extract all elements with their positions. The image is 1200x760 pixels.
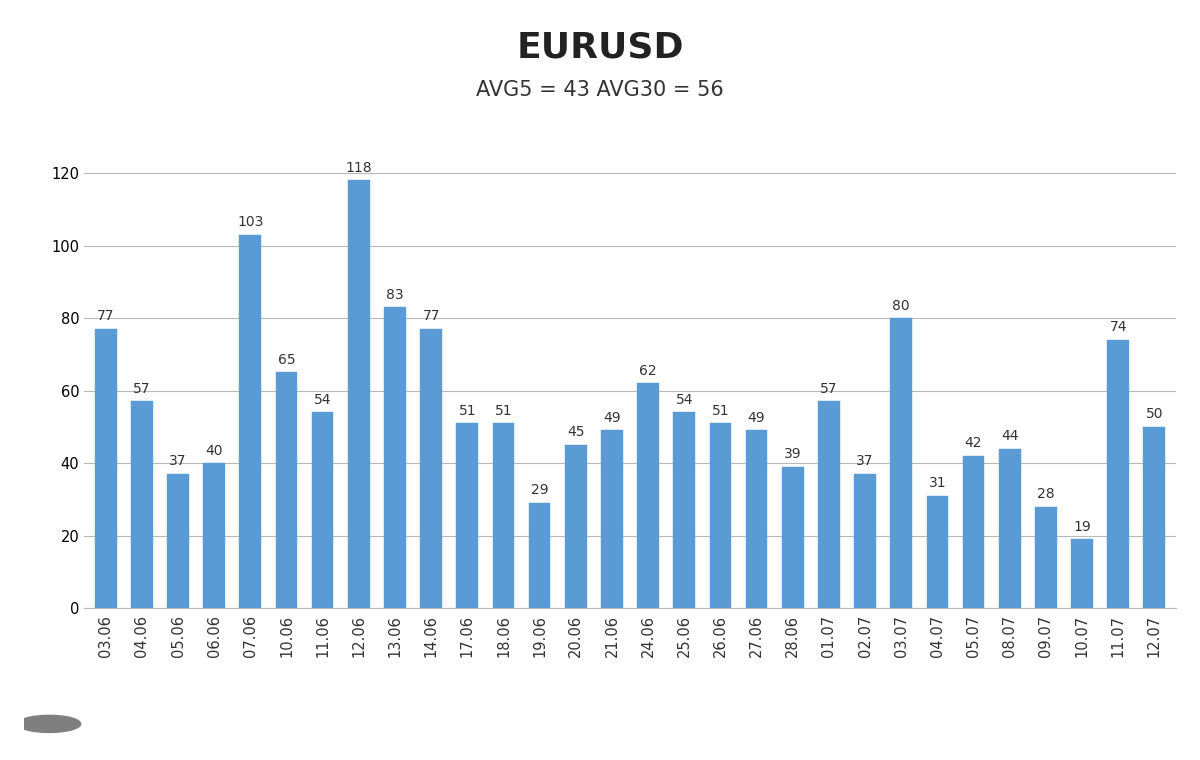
Bar	[1072, 539, 1093, 608]
Bar	[240, 235, 262, 608]
Text: 50: 50	[1146, 407, 1163, 421]
Bar	[998, 448, 1020, 608]
Bar	[782, 467, 804, 608]
Bar	[492, 423, 515, 608]
Bar	[95, 329, 116, 608]
Text: AVG5 = 43 AVG30 = 56: AVG5 = 43 AVG30 = 56	[476, 80, 724, 100]
Text: 51: 51	[712, 404, 730, 418]
Bar	[926, 496, 948, 608]
Text: 77: 77	[422, 309, 440, 324]
Bar	[818, 401, 840, 608]
Bar	[1108, 340, 1129, 608]
Bar	[1034, 506, 1057, 608]
Text: 31: 31	[929, 477, 946, 490]
Circle shape	[18, 715, 80, 733]
Bar	[565, 445, 587, 608]
Text: EURUSD: EURUSD	[516, 30, 684, 65]
Bar	[312, 412, 334, 608]
Bar	[1144, 427, 1165, 608]
Bar	[276, 372, 298, 608]
Text: 45: 45	[568, 426, 584, 439]
Text: 57: 57	[133, 382, 151, 396]
Text: 80: 80	[893, 299, 910, 312]
Bar	[673, 412, 695, 608]
Text: Instant Forex Trading: Instant Forex Trading	[83, 731, 192, 742]
Text: 77: 77	[97, 309, 114, 324]
Bar	[854, 474, 876, 608]
Text: 51: 51	[494, 404, 512, 418]
Bar	[131, 401, 152, 608]
Bar	[529, 503, 551, 608]
Bar	[601, 430, 623, 608]
Text: 118: 118	[346, 161, 372, 175]
Text: instaforex: instaforex	[83, 706, 170, 721]
Bar	[203, 463, 226, 608]
Text: 42: 42	[965, 436, 983, 451]
Text: 83: 83	[386, 288, 403, 302]
Text: 103: 103	[238, 215, 264, 230]
Text: 39: 39	[784, 447, 802, 461]
Text: 54: 54	[314, 393, 331, 407]
Text: 40: 40	[205, 444, 223, 458]
Bar	[348, 180, 370, 608]
Text: 51: 51	[458, 404, 476, 418]
Bar	[420, 329, 442, 608]
Text: 49: 49	[604, 411, 620, 425]
Bar	[962, 456, 984, 608]
Text: 62: 62	[640, 364, 656, 378]
Text: 29: 29	[530, 483, 548, 498]
Bar	[167, 474, 188, 608]
Text: 37: 37	[857, 454, 874, 468]
Text: 74: 74	[1109, 321, 1127, 334]
Text: 57: 57	[820, 382, 838, 396]
Text: 37: 37	[169, 454, 187, 468]
Text: 65: 65	[277, 353, 295, 367]
Text: 19: 19	[1073, 520, 1091, 534]
Text: 28: 28	[1037, 487, 1055, 501]
Bar	[637, 383, 659, 608]
Text: 49: 49	[748, 411, 766, 425]
Bar	[709, 423, 731, 608]
Circle shape	[0, 708, 108, 740]
Bar	[890, 318, 912, 608]
Text: 44: 44	[1001, 429, 1019, 443]
Bar	[384, 307, 406, 608]
Bar	[456, 423, 478, 608]
Bar	[745, 430, 768, 608]
Text: 54: 54	[676, 393, 692, 407]
